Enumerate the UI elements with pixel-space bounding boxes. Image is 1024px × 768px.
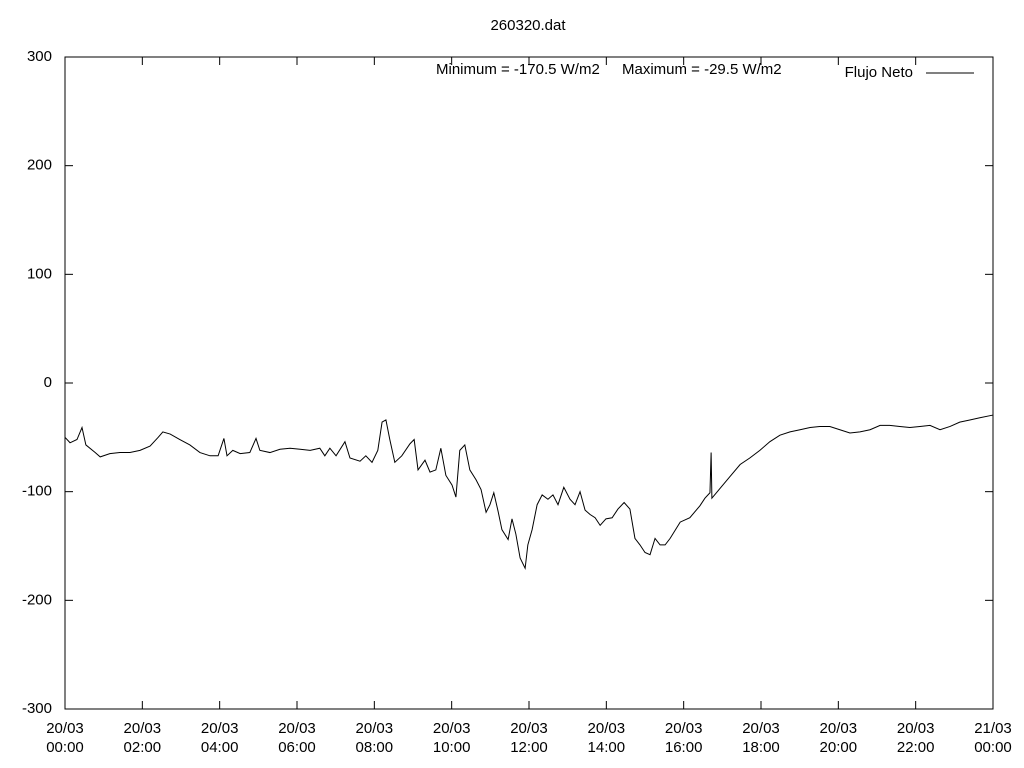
annotation: Minimum = -170.5 W/m2 (436, 61, 600, 78)
chart-title: 260320.dat (490, 17, 566, 34)
x-tick-label: 20/03 18:00 (742, 720, 780, 756)
annotation: Maximum = -29.5 W/m2 (622, 61, 782, 78)
x-tick-label: 20/03 22:00 (896, 720, 935, 756)
x-tick-label: 21/03 00:00 (974, 720, 1012, 756)
legend-label: Flujo Neto (845, 64, 913, 81)
x-tick-label: 20/03 02:00 (123, 720, 162, 756)
x-tick-label: 20/03 08:00 (355, 720, 394, 756)
y-tick-label: -200 (22, 591, 52, 608)
y-tick-label: 300 (27, 48, 52, 65)
x-tick-label: 20/03 04:00 (200, 720, 239, 756)
x-tick-label: 20/03 14:00 (587, 720, 626, 756)
y-tick-label: 100 (27, 265, 52, 282)
y-tick-label: 0 (44, 374, 52, 391)
data-line (64, 414, 994, 571)
x-tick-label: 20/03 20:00 (819, 720, 858, 756)
x-tick-label: 20/03 00:00 (46, 720, 84, 756)
y-tick-label: -100 (22, 483, 52, 500)
y-tick-label: -300 (22, 700, 52, 717)
y-tick-label: 200 (27, 157, 52, 174)
x-tick-label: 20/03 06:00 (278, 720, 316, 756)
x-tick-label: 20/03 16:00 (664, 720, 703, 756)
plot-frame (64, 56, 994, 710)
x-tick-label: 20/03 10:00 (432, 720, 471, 756)
x-tick-label: 20/03 12:00 (510, 720, 548, 756)
